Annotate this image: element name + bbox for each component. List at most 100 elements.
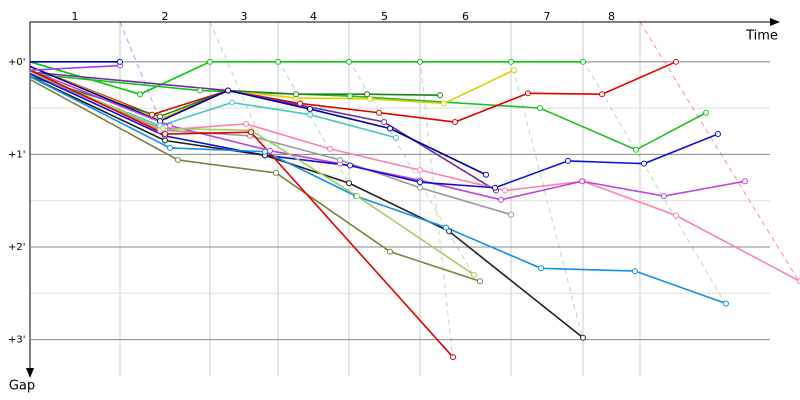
pace-line <box>348 59 475 277</box>
point <box>703 109 709 116</box>
point <box>477 278 483 285</box>
point <box>599 91 605 98</box>
lap-label: 7 <box>544 10 551 23</box>
pace-line <box>277 59 357 197</box>
series-line <box>29 65 487 176</box>
pace-line <box>582 59 727 306</box>
point <box>492 184 498 191</box>
pace-line <box>510 59 584 341</box>
point <box>579 178 585 185</box>
point <box>207 58 213 65</box>
series-line <box>29 71 800 282</box>
series-line <box>29 61 583 96</box>
point <box>225 87 231 94</box>
point <box>354 193 360 200</box>
point <box>297 100 303 107</box>
point <box>387 125 393 132</box>
series-line <box>29 73 397 139</box>
point <box>502 187 508 194</box>
point <box>580 334 586 341</box>
point <box>262 148 268 155</box>
point <box>417 167 423 174</box>
point <box>243 120 249 127</box>
point <box>346 58 352 65</box>
point <box>307 106 313 113</box>
point <box>538 265 544 272</box>
x-axis-label: Time <box>745 29 778 44</box>
point <box>483 171 489 178</box>
point <box>565 157 571 164</box>
point <box>673 58 679 65</box>
y-tick-label: +0' <box>8 57 26 68</box>
lap-label: 5 <box>381 10 388 23</box>
point <box>580 58 586 65</box>
point <box>167 122 173 129</box>
point <box>387 248 393 255</box>
point <box>307 111 313 118</box>
series-line <box>29 75 441 118</box>
point <box>273 169 279 176</box>
x-axis-arrow <box>770 18 780 26</box>
series-line <box>29 73 512 216</box>
point <box>417 184 423 191</box>
point <box>661 193 667 200</box>
pace-line <box>639 21 800 284</box>
point <box>632 268 638 275</box>
point <box>742 178 748 185</box>
point <box>346 180 352 187</box>
point <box>446 228 452 235</box>
y-tick-label: +1' <box>8 149 26 160</box>
point <box>347 93 353 100</box>
point <box>117 58 123 65</box>
point <box>508 211 514 218</box>
point <box>197 87 203 94</box>
lap-label: 6 <box>462 10 469 23</box>
y-axis-arrow <box>26 368 34 378</box>
point <box>393 134 399 141</box>
point <box>417 179 423 186</box>
point <box>149 111 155 118</box>
y-tick-label: +2' <box>8 242 26 253</box>
point <box>267 147 273 154</box>
point <box>337 156 343 163</box>
point <box>137 91 143 98</box>
point <box>633 146 639 153</box>
point <box>443 224 449 231</box>
point <box>508 58 514 65</box>
series-line <box>29 69 454 358</box>
point <box>498 196 504 203</box>
point <box>229 99 235 106</box>
point <box>525 90 531 97</box>
point <box>641 160 647 167</box>
point <box>723 300 729 307</box>
point <box>381 119 387 125</box>
point <box>275 58 281 65</box>
point <box>327 145 333 152</box>
point <box>441 100 447 107</box>
point <box>673 212 679 219</box>
point <box>162 137 168 144</box>
lap-label: 3 <box>241 10 248 23</box>
point <box>797 278 800 285</box>
point <box>347 162 353 169</box>
pace-line <box>419 59 454 361</box>
point <box>162 131 168 138</box>
point <box>167 144 173 151</box>
series-line <box>29 71 497 192</box>
lap-label: 2 <box>162 10 169 23</box>
point <box>376 109 382 116</box>
pace-lines <box>119 21 800 361</box>
series-line <box>29 73 719 189</box>
point <box>537 105 543 112</box>
lap-label: 8 <box>608 10 615 23</box>
point <box>437 92 443 99</box>
point <box>175 156 181 163</box>
lap-label: 4 <box>310 10 317 23</box>
series-line <box>29 75 727 305</box>
point <box>417 58 423 65</box>
point <box>293 91 299 98</box>
point <box>452 119 458 125</box>
point <box>367 95 373 102</box>
